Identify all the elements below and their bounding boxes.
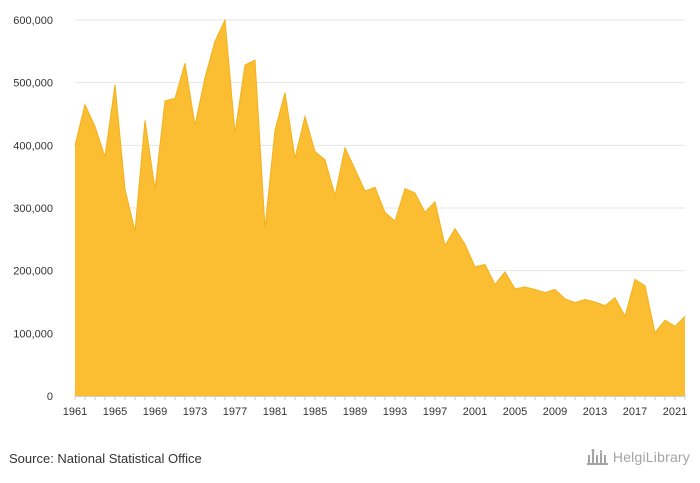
helgi-library-logo[interactable]: HelgiLibrary [586,449,690,465]
y-tick-label: 500,000 [13,78,53,90]
area-series [74,18,686,396]
source-note: Source: National Statistical Office [9,451,202,466]
x-tick-label: 1981 [263,406,287,418]
x-tick-label: 2021 [663,406,687,418]
library-columns-icon [586,449,608,465]
y-tick-label: 200,000 [13,266,53,278]
x-tick-label: 1993 [383,406,407,418]
area-line [74,18,686,334]
x-tick-label: 2001 [463,406,487,418]
x-tick-label: 2017 [623,406,647,418]
x-tick-label: 2009 [543,406,567,418]
logo-text: HelgiLibrary [612,449,690,465]
x-tick-label: 1969 [143,406,167,418]
x-tick-label: 2005 [503,406,527,418]
y-tick-label: 300,000 [13,203,53,215]
y-tick-label: 0 [47,391,53,403]
area-fill [75,20,685,396]
x-tick-label: 1965 [103,406,127,418]
x-tick-label: 2013 [583,406,607,418]
x-tick-label: 1977 [223,406,247,418]
x-tick-label: 1997 [423,406,447,418]
y-tick-label: 600,000 [13,15,53,27]
area-chart: 0 100,000 200,000 300,000 400,000 500,000 600,… [13,15,687,418]
x-tick-label: 1961 [63,406,87,418]
y-tick-label: 400,000 [13,140,53,152]
x-tick-label: 1989 [343,406,367,418]
x-tick-label: 1973 [183,406,207,418]
x-tick-label: 1985 [303,406,327,418]
y-axis-labels: 0 100,000 200,000 300,000 400,000 500,000 600,… [13,15,53,403]
y-tick-label: 100,000 [13,328,53,340]
x-axis: 1961 1965 1969 1973 1977 1981 1985 1989 1993 1997… [63,396,687,418]
